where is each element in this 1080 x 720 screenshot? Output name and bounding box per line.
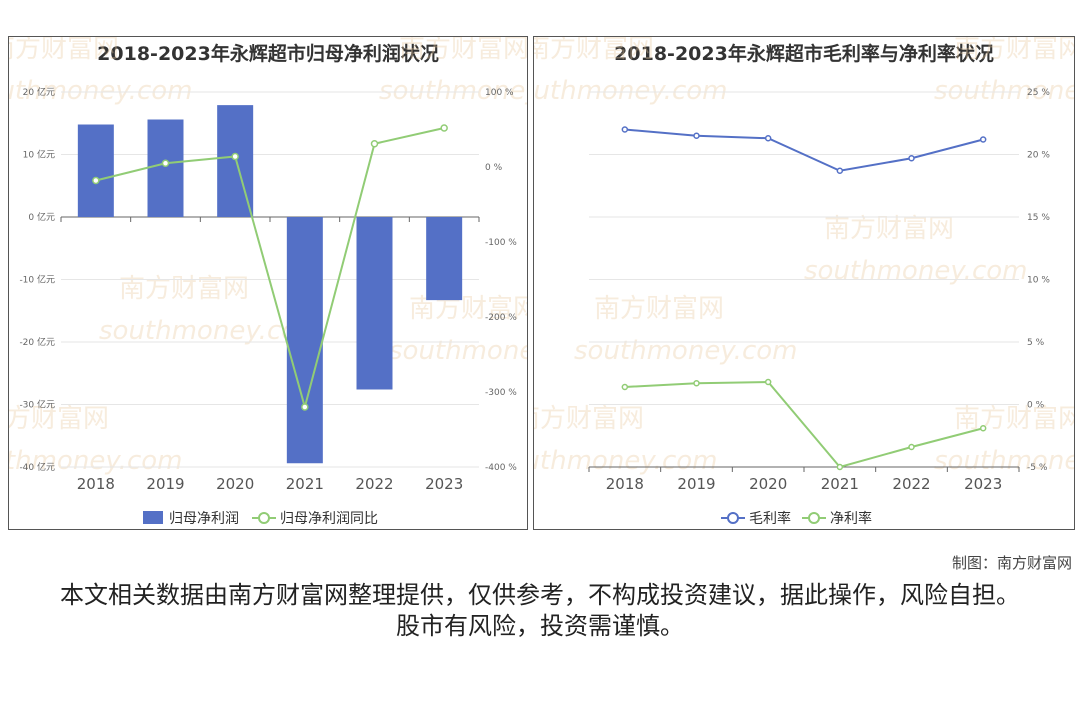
watermark-cn: 南方财富网 [9, 404, 109, 434]
watermark-cn: 南方财富网 [824, 214, 954, 244]
right-axis-tick-label: 0 % [1027, 401, 1045, 411]
legend-marker-1 [258, 512, 270, 524]
watermark-en: southmoney.com [934, 446, 1075, 476]
line-point [161, 159, 170, 167]
line-point [764, 135, 772, 142]
line-point [693, 380, 700, 387]
line-point [836, 167, 844, 174]
left-axis-tick-label: 0 亿元 [28, 211, 55, 223]
watermark-cn: 南方财富网 [534, 404, 644, 434]
right-axis-tick-label: -5 % [1027, 463, 1048, 473]
legend-label-0: 毛利率 [749, 510, 791, 527]
watermark-en: southmoney.com [389, 336, 528, 366]
line-point [301, 403, 309, 411]
bar [77, 124, 114, 217]
bar [147, 119, 184, 217]
x-axis-label: 2018 [606, 475, 644, 493]
watermark-en: southmoney.com [379, 76, 528, 106]
legend-label-1: 归母净利润同比 [280, 510, 378, 527]
left-chart-panel: 2018-2023年永辉超市归母净利润状况 南方财富网 southmoney.co… [8, 36, 528, 530]
x-axis-label: 2021 [821, 475, 859, 493]
line-point [908, 443, 915, 451]
watermark-cn: 南方财富网 [119, 274, 249, 304]
x-axis-label: 2018 [77, 475, 115, 493]
line-point [693, 132, 700, 139]
right-axis-tick-label: 0 % [485, 163, 503, 173]
watermark-cn: 南方财富网 [534, 37, 654, 64]
x-axis-label: 2023 [425, 475, 463, 493]
x-axis-label: 2019 [146, 475, 184, 493]
right-axis-tick-label: 15 % [1027, 213, 1050, 223]
right-axis-tick-label: -400 % [485, 463, 517, 473]
left-axis-tick-label: -10 亿元 [19, 274, 55, 286]
watermark-cn: 南方财富网 [954, 404, 1075, 434]
x-axis-label: 2021 [286, 475, 324, 493]
watermark-en: southmoney.com [534, 446, 717, 476]
watermark-en: southmoney.com [99, 316, 322, 346]
bar [426, 217, 463, 301]
right-axis-tick-label: 10 % [1027, 276, 1050, 286]
watermark-cn: 南方财富网 [594, 294, 724, 324]
right-axis-tick-label: 20 % [1027, 151, 1050, 161]
watermark-en: southmoney.com [574, 336, 797, 366]
watermark-cn: 南方财富网 [399, 37, 528, 64]
watermark-en: southmoney.com [534, 76, 727, 106]
line-point [836, 463, 844, 471]
series-line-1 [624, 380, 984, 469]
left-chart-title: 2018-2023年永辉超市归母净利润状况 [97, 43, 439, 65]
x-axis-label: 2023 [964, 475, 1002, 493]
left-axis-tick-label: -40 亿元 [19, 461, 55, 473]
left-axis-tick-label: 10 亿元 [23, 149, 55, 161]
legend-swatch-0 [143, 511, 163, 524]
disclaimer-text: 本文相关数据由南方财富网整理提供，仅供参考，不构成投资建议，据此操作，风险自担。… [60, 581, 1020, 640]
left-chart-svg: 南方财富网 southmoney.com 南方财富网 southmoney.com 南方… [9, 37, 528, 527]
x-axis-label: 2022 [355, 475, 393, 493]
right-chart-panel: 2018-2023年永辉超市毛利率与净利率状况 南方财富网 southmoney.… [533, 36, 1075, 530]
chart-credit: 制图：南方财富网 [951, 554, 1072, 572]
series-line-yoy [95, 127, 445, 411]
left-axis-tick-label: -30 亿元 [19, 399, 55, 411]
legend-label-1: 净利率 [830, 510, 872, 527]
bar [356, 217, 393, 390]
watermark-en: southmoney.com [9, 76, 192, 106]
watermark-en: southmoney.com [934, 76, 1075, 106]
line-point [231, 152, 239, 161]
line-point [621, 383, 629, 391]
line-point [440, 124, 448, 132]
legend-marker-0 [727, 512, 739, 524]
legend-label-0: 归母净利润 [169, 510, 239, 527]
line-point [908, 155, 915, 162]
watermark-en: southmoney.com [9, 446, 182, 476]
left-axis-tick-label: 20 亿元 [23, 86, 55, 98]
series-line-0 [624, 128, 984, 172]
watermark-cn: 南方财富网 [954, 37, 1075, 64]
x-axis-label: 2019 [677, 475, 715, 493]
x-axis-label: 2020 [749, 475, 787, 493]
legend-marker-1 [808, 512, 820, 524]
x-axis-label: 2020 [216, 475, 254, 493]
line-point [92, 176, 100, 185]
right-axis-tick-label: 25 % [1027, 88, 1050, 98]
right-axis-tick-label: -300 % [485, 388, 517, 398]
watermark-cn: 南方财富网 [9, 37, 119, 64]
right-axis-tick-label: 5 % [1027, 338, 1045, 348]
line-point [979, 425, 987, 432]
line-point [979, 136, 987, 143]
right-axis-tick-label: -100 % [485, 238, 517, 248]
line-point [764, 378, 772, 386]
left-axis-tick-label: -20 亿元 [19, 336, 55, 348]
right-axis-tick-label: 100 % [485, 88, 514, 98]
bar [286, 217, 323, 464]
right-chart-svg: 南方财富网 southmoney.com 南方财富网 southmoney.com 南方… [534, 37, 1075, 527]
watermark-en: southmoney.com [804, 256, 1027, 286]
right-chart-title: 2018-2023年永辉超市毛利率与净利率状况 [614, 43, 994, 65]
line-point [370, 140, 379, 148]
line-point [621, 126, 629, 133]
right-axis-tick-label: -200 % [485, 313, 517, 323]
x-axis-label: 2022 [892, 475, 930, 493]
